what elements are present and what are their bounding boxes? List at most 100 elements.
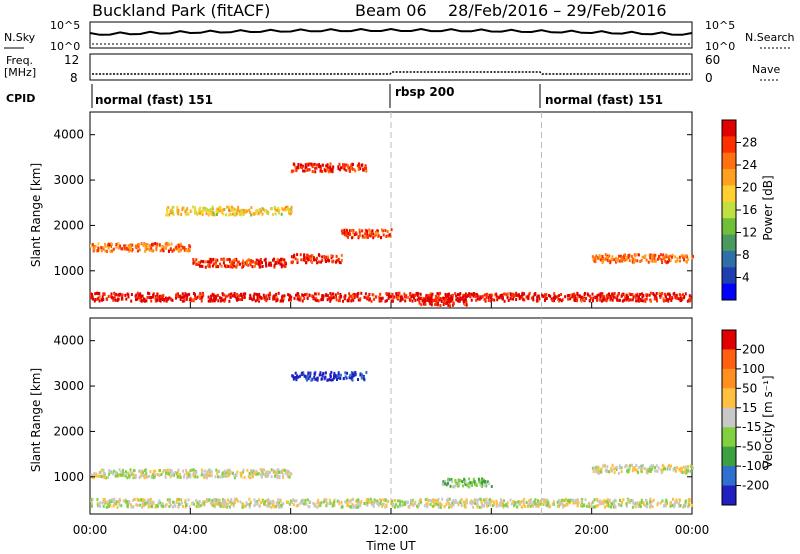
data-cell [351,236,353,240]
data-cell [526,504,529,508]
data-cell [464,482,467,486]
data-cell [227,293,230,297]
data-cell [529,501,532,505]
data-cell [384,229,387,233]
data-cell [545,501,548,505]
data-cell [242,470,244,474]
data-cell [607,502,610,506]
data-cell [143,243,146,247]
data-cell [481,294,484,298]
data-cell [449,304,451,308]
data-cell [368,293,371,296]
data-cell [275,208,278,212]
data-cell [304,259,307,263]
data-cell [379,498,382,502]
data-cell [190,209,193,213]
data-cell [599,502,602,506]
data-cell [631,257,634,261]
data-cell [216,207,219,211]
data-cell [536,298,539,302]
data-cell [135,503,138,507]
data-cell [200,473,203,477]
data-cell [234,258,236,262]
data-cell [487,296,490,300]
data-cell [265,261,267,265]
data-cell [350,167,352,170]
data-cell [255,470,258,473]
data-cell [181,208,184,212]
power-colorbar-swatch-7 [722,234,736,252]
data-cell [225,501,228,505]
data-cell [627,255,630,259]
data-cell [140,299,143,303]
data-cell [96,249,99,252]
data-cell [637,297,640,301]
data-cell [631,298,634,302]
data-cell [281,263,284,267]
data-cell [182,245,184,249]
data-cell [180,213,183,216]
data-cell [301,293,304,297]
data-cell [667,255,670,259]
data-cell [163,468,166,472]
data-cell [323,376,326,380]
data-cell [622,292,625,296]
data-cell [546,503,549,507]
data-cell [187,498,190,502]
data-cell [93,471,96,475]
data-cell [288,298,290,302]
data-cell [651,500,654,504]
data-cell [649,500,652,504]
data-cell [239,298,242,302]
data-cell [465,300,468,304]
data-cell [165,243,168,247]
data-cell [687,465,690,469]
data-cell [347,504,350,508]
data-cell [397,291,400,295]
data-cell [373,234,376,238]
data-cell [283,294,286,298]
data-cell [380,299,383,303]
data-cell [682,254,685,258]
data-cell [620,466,623,470]
data-cell [260,475,263,479]
data-cell [526,295,529,299]
data-cell [106,297,109,301]
velocity-colorbar-tick-label-7: -200 [742,479,769,493]
data-cell [678,255,681,259]
data-cell [324,258,327,262]
data-cell [236,292,239,296]
data-cell [360,376,363,380]
data-cell [295,293,297,297]
data-cell [583,297,586,301]
data-cell [340,500,343,504]
data-cell [348,292,351,296]
data-cell [124,498,127,502]
data-cell [146,246,149,250]
data-cell [222,498,225,502]
data-cell [194,260,197,264]
data-cell [318,502,321,505]
freq-right-tick-bottom: 0 [705,71,713,85]
data-cell [499,294,502,297]
data-cell [288,211,291,215]
data-cell [533,293,536,297]
data-cell [297,295,300,298]
data-cell [650,299,653,303]
data-cell [221,472,224,476]
data-cell [373,501,376,505]
data-cell [254,299,257,303]
data-cell [503,292,506,296]
power-colorbar-swatch-9 [722,267,736,285]
cpid-mode-2: normal (fast) 151 [545,93,663,107]
data-cell [208,498,210,502]
data-cell [128,245,131,248]
data-cell [630,298,633,302]
data-cell [430,500,433,504]
x-tick-label-3: 12:00 [374,523,409,537]
data-cell [655,292,658,295]
data-cell [329,292,332,295]
data-cell [601,293,604,297]
data-cell [521,499,524,503]
